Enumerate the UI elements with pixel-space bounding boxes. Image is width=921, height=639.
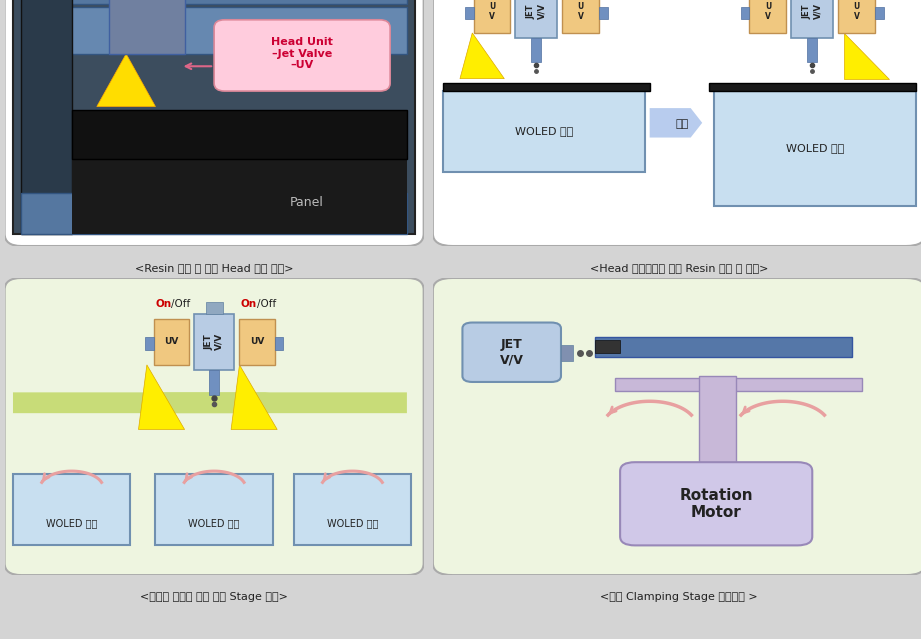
Bar — [596, 341, 620, 353]
Text: <Resin 도포 및 경화 Head 유닛 형상>: <Resin 도포 및 경화 Head 유닛 형상> — [134, 263, 294, 273]
Bar — [205, 302, 223, 314]
Polygon shape — [231, 365, 277, 429]
Text: /Off: /Off — [171, 299, 191, 309]
Bar — [516, 0, 557, 38]
Bar — [21, 194, 407, 234]
FancyBboxPatch shape — [462, 323, 561, 382]
Bar — [740, 7, 750, 19]
Bar — [791, 0, 834, 38]
FancyBboxPatch shape — [214, 20, 391, 91]
Bar — [72, 110, 407, 159]
Bar — [13, 474, 131, 545]
Bar — [72, 159, 407, 234]
Bar — [146, 337, 154, 350]
Bar — [808, 38, 817, 61]
Text: <모듈 Clamping Stage 구동형상 >: <모듈 Clamping Stage 구동형상 > — [600, 592, 758, 603]
Bar — [239, 319, 274, 365]
Text: <Head 이송방향에 따른 Resin 도포 및 경화>: <Head 이송방향에 따른 Resin 도포 및 경화> — [590, 263, 768, 273]
Polygon shape — [138, 365, 184, 429]
Bar — [156, 474, 273, 545]
Text: U
V: U V — [764, 1, 771, 21]
FancyBboxPatch shape — [5, 278, 424, 575]
FancyBboxPatch shape — [433, 278, 921, 575]
Text: On: On — [240, 299, 257, 309]
Text: UV: UV — [250, 337, 264, 346]
Bar — [21, 8, 407, 54]
Bar — [531, 38, 542, 61]
FancyBboxPatch shape — [620, 462, 812, 545]
Text: Rotation
Motor: Rotation Motor — [680, 488, 753, 520]
Bar — [709, 83, 915, 91]
Text: /Off: /Off — [257, 299, 276, 309]
Text: JET
V/V: JET V/V — [527, 3, 546, 19]
Text: WOLED 모듈: WOLED 모듈 — [46, 518, 98, 528]
Bar — [21, 0, 72, 234]
Bar — [443, 91, 645, 172]
Bar — [194, 314, 234, 370]
Text: WOLED 모듈: WOLED 모듈 — [515, 127, 573, 136]
Text: Panel: Panel — [289, 196, 323, 209]
Text: JET
V/V: JET V/V — [500, 338, 524, 366]
FancyBboxPatch shape — [5, 0, 424, 246]
Text: <생산성 향상을 위한 다수 Stage 구축>: <생산성 향상을 위한 다수 Stage 구축> — [140, 592, 288, 603]
Bar — [294, 474, 411, 545]
Text: UV: UV — [164, 337, 179, 346]
Bar — [615, 378, 861, 391]
Bar — [561, 345, 573, 361]
FancyArrow shape — [649, 108, 702, 137]
Text: U
V: U V — [854, 1, 859, 21]
Text: Head Unit
–Jet Valve
–UV: Head Unit –Jet Valve –UV — [271, 37, 333, 70]
Bar — [154, 319, 189, 365]
Text: U
V: U V — [489, 1, 495, 21]
Bar — [209, 370, 219, 396]
Text: WOLED 모듈: WOLED 모듈 — [786, 143, 844, 153]
Bar — [465, 7, 473, 19]
FancyArrow shape — [84, 392, 407, 413]
Text: U
V: U V — [577, 1, 584, 21]
Polygon shape — [845, 33, 889, 79]
Text: JET
V/V: JET V/V — [802, 3, 822, 19]
Bar — [714, 91, 915, 206]
Text: 회전: 회전 — [675, 119, 688, 128]
FancyArrow shape — [13, 392, 336, 413]
Text: JET
V/V: JET V/V — [204, 333, 224, 350]
Bar — [750, 0, 787, 33]
Bar — [110, 0, 185, 54]
Bar — [875, 7, 884, 19]
Bar — [562, 0, 600, 33]
Bar — [443, 83, 649, 91]
Bar — [274, 337, 283, 350]
Bar — [838, 0, 875, 33]
Bar — [596, 337, 852, 357]
Bar — [21, 0, 407, 4]
Text: On: On — [156, 299, 171, 309]
Polygon shape — [460, 33, 505, 79]
Bar — [699, 376, 736, 471]
Text: WOLED 모듈: WOLED 모듈 — [189, 518, 239, 528]
Text: WOLED 모듈: WOLED 모듈 — [327, 518, 379, 528]
Bar — [473, 0, 510, 33]
FancyBboxPatch shape — [433, 0, 921, 246]
Bar — [600, 7, 608, 19]
Polygon shape — [97, 54, 156, 107]
